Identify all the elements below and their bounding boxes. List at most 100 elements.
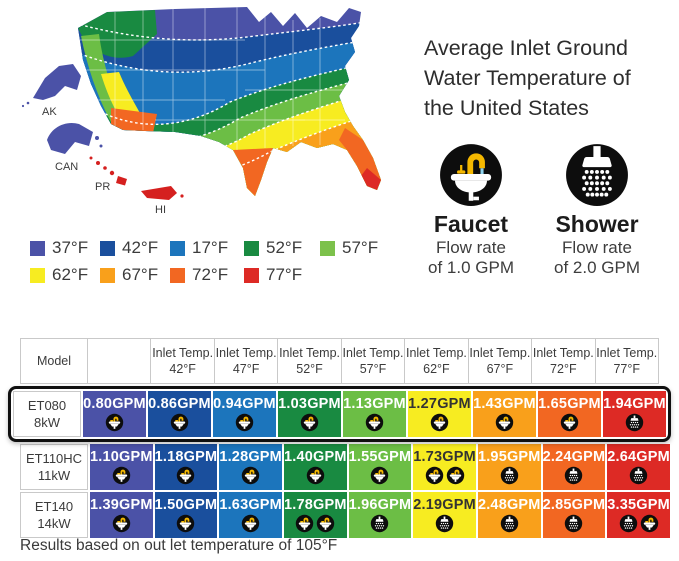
legend-item: 67°F: [100, 265, 170, 285]
cell-value: 1.95GPM: [477, 449, 541, 465]
legend-item: 17°F: [170, 238, 244, 258]
shower-icon: [500, 514, 519, 533]
cell-value: 1.55GPM: [348, 449, 412, 465]
faucet-icon: [112, 466, 131, 485]
faucet-icon: [560, 413, 579, 432]
table-cell: 2.19GPM: [413, 492, 476, 538]
temperature-zones: [78, 7, 381, 196]
cell-icons: [300, 413, 319, 432]
fixture-flow-rate: of 2.0 GPM: [554, 258, 640, 277]
faucet-icon: [306, 466, 325, 485]
fixture-flow-rate: Flow rate: [436, 238, 506, 257]
table-cell: 1.39GPM: [90, 492, 153, 538]
fixture-flow-rate: Flow rate: [562, 238, 632, 257]
table-cell: 0.80GPM: [83, 391, 146, 437]
temp-header-line: Inlet Temp.: [596, 346, 658, 360]
faucet-icon: [241, 466, 260, 485]
model-power: 14kW: [37, 516, 71, 531]
legend-swatch: [244, 240, 259, 256]
legend-label: 62°F: [52, 265, 89, 284]
legend-swatch: [244, 267, 259, 283]
cell-value: 1.39GPM: [90, 497, 153, 513]
legend-item: 57°F: [320, 238, 390, 258]
cell-value: 0.94GPM: [213, 396, 276, 412]
temp-header-line: Inlet Temp.: [152, 346, 214, 360]
inset-hi: HI: [141, 186, 184, 216]
model-power: 11kW: [37, 468, 71, 483]
fixture-faucet: Faucet Flow rate of 1.0 GPM: [412, 142, 530, 278]
model-name: ET080: [27, 398, 67, 413]
table-cell: 2.85GPM: [542, 492, 606, 538]
table-cell: 1.27GPM: [408, 391, 471, 437]
inset-pr: PR: [89, 156, 127, 193]
temp-header-line: 52°F: [296, 362, 323, 376]
inset-canada: CAN: [47, 122, 103, 173]
legend-item: 52°F: [244, 238, 320, 258]
cell-value: 2.85GPM: [542, 497, 606, 513]
table-cell: 1.94GPM: [603, 391, 666, 437]
legend-item: 72°F: [170, 265, 244, 285]
cell-icons: [425, 466, 465, 485]
shower-icon: [619, 514, 638, 533]
fixture-flow-rate: of 1.0 GPM: [428, 258, 514, 277]
temp-header-line: Inlet Temp.: [469, 346, 531, 360]
model-cell: ET080 8kW: [13, 391, 81, 437]
cell-icons: [170, 413, 189, 432]
cell-icons: [112, 514, 131, 533]
legend-swatch: [100, 267, 115, 283]
temp-header-line: 42°F: [169, 362, 196, 376]
table-cell: 2.48GPM: [477, 492, 541, 538]
cell-value: 1.94GPM: [603, 396, 666, 412]
faucet-icon: [370, 466, 389, 485]
cell-icons: [560, 413, 579, 432]
cell-icons: [105, 413, 124, 432]
cell-icons: [619, 514, 659, 533]
legend-item: 77°F: [244, 265, 320, 285]
table-row: ET140 14kW 1.39GPM 1.50GPM 1.63GPM 1.78GPM 1.9…: [20, 492, 670, 538]
faucet-icon: [495, 413, 514, 432]
cell-value: 0.80GPM: [83, 396, 146, 412]
faucet-icon: [640, 514, 659, 533]
table-body: ET080 8kW 0.80GPM 0.86GPM 0.94GPM 1.03GPM 1.13…: [8, 386, 671, 538]
cell-value: 2.19GPM: [413, 497, 476, 513]
faucet-icon: [316, 514, 335, 533]
cell-icons: [625, 413, 644, 432]
temp-header-cell: Inlet Temp. 47°F: [214, 338, 279, 384]
shower-icon: [629, 466, 648, 485]
cell-icons: [241, 466, 260, 485]
table-cell: 1.78GPM: [283, 492, 347, 538]
faucet-icon: [235, 413, 254, 432]
temp-header-line: 67°F: [486, 362, 514, 376]
faucet-icon: [300, 413, 319, 432]
faucet-icon: [425, 466, 444, 485]
shower-icon: [370, 514, 389, 533]
temp-header-line: 77°F: [613, 362, 641, 376]
temp-header-cell: Inlet Temp. 57°F: [341, 338, 406, 384]
table-cell: 3.35GPM: [607, 492, 670, 538]
cell-icons: [241, 514, 260, 533]
faucet-icon: [176, 514, 195, 533]
legend-label: 17°F: [192, 238, 229, 257]
table-cell: 1.50GPM: [154, 492, 218, 538]
table-row: ET080 8kW 0.80GPM 0.86GPM 0.94GPM 1.03GPM 1.13…: [8, 386, 671, 442]
temp-header-cell: Inlet Temp. 77°F: [595, 338, 659, 384]
model-name: ET140: [34, 499, 74, 514]
flow-rate-table: Model Inlet Temp. 42°F Inlet Temp. 47°F Inlet…: [8, 338, 671, 538]
cell-icons: [500, 514, 519, 533]
cell-icons: [495, 413, 514, 432]
inset-label-hi: HI: [155, 204, 166, 216]
cell-value: 1.28GPM: [219, 449, 282, 465]
faucet-icon: [241, 514, 260, 533]
cell-value: 1.03GPM: [278, 396, 341, 412]
table-cell: 0.94GPM: [213, 391, 276, 437]
legend-swatch: [30, 240, 45, 256]
temp-header-line: Inlet Temp.: [215, 346, 277, 360]
legend-swatch: [170, 267, 185, 283]
cell-icons: [176, 466, 195, 485]
legend-item: 37°F: [30, 238, 100, 258]
inset-label-pr: PR: [95, 181, 110, 193]
legend-label: 57°F: [342, 238, 379, 257]
fixture-name: Faucet: [433, 211, 509, 237]
faucet-icon: [105, 413, 124, 432]
